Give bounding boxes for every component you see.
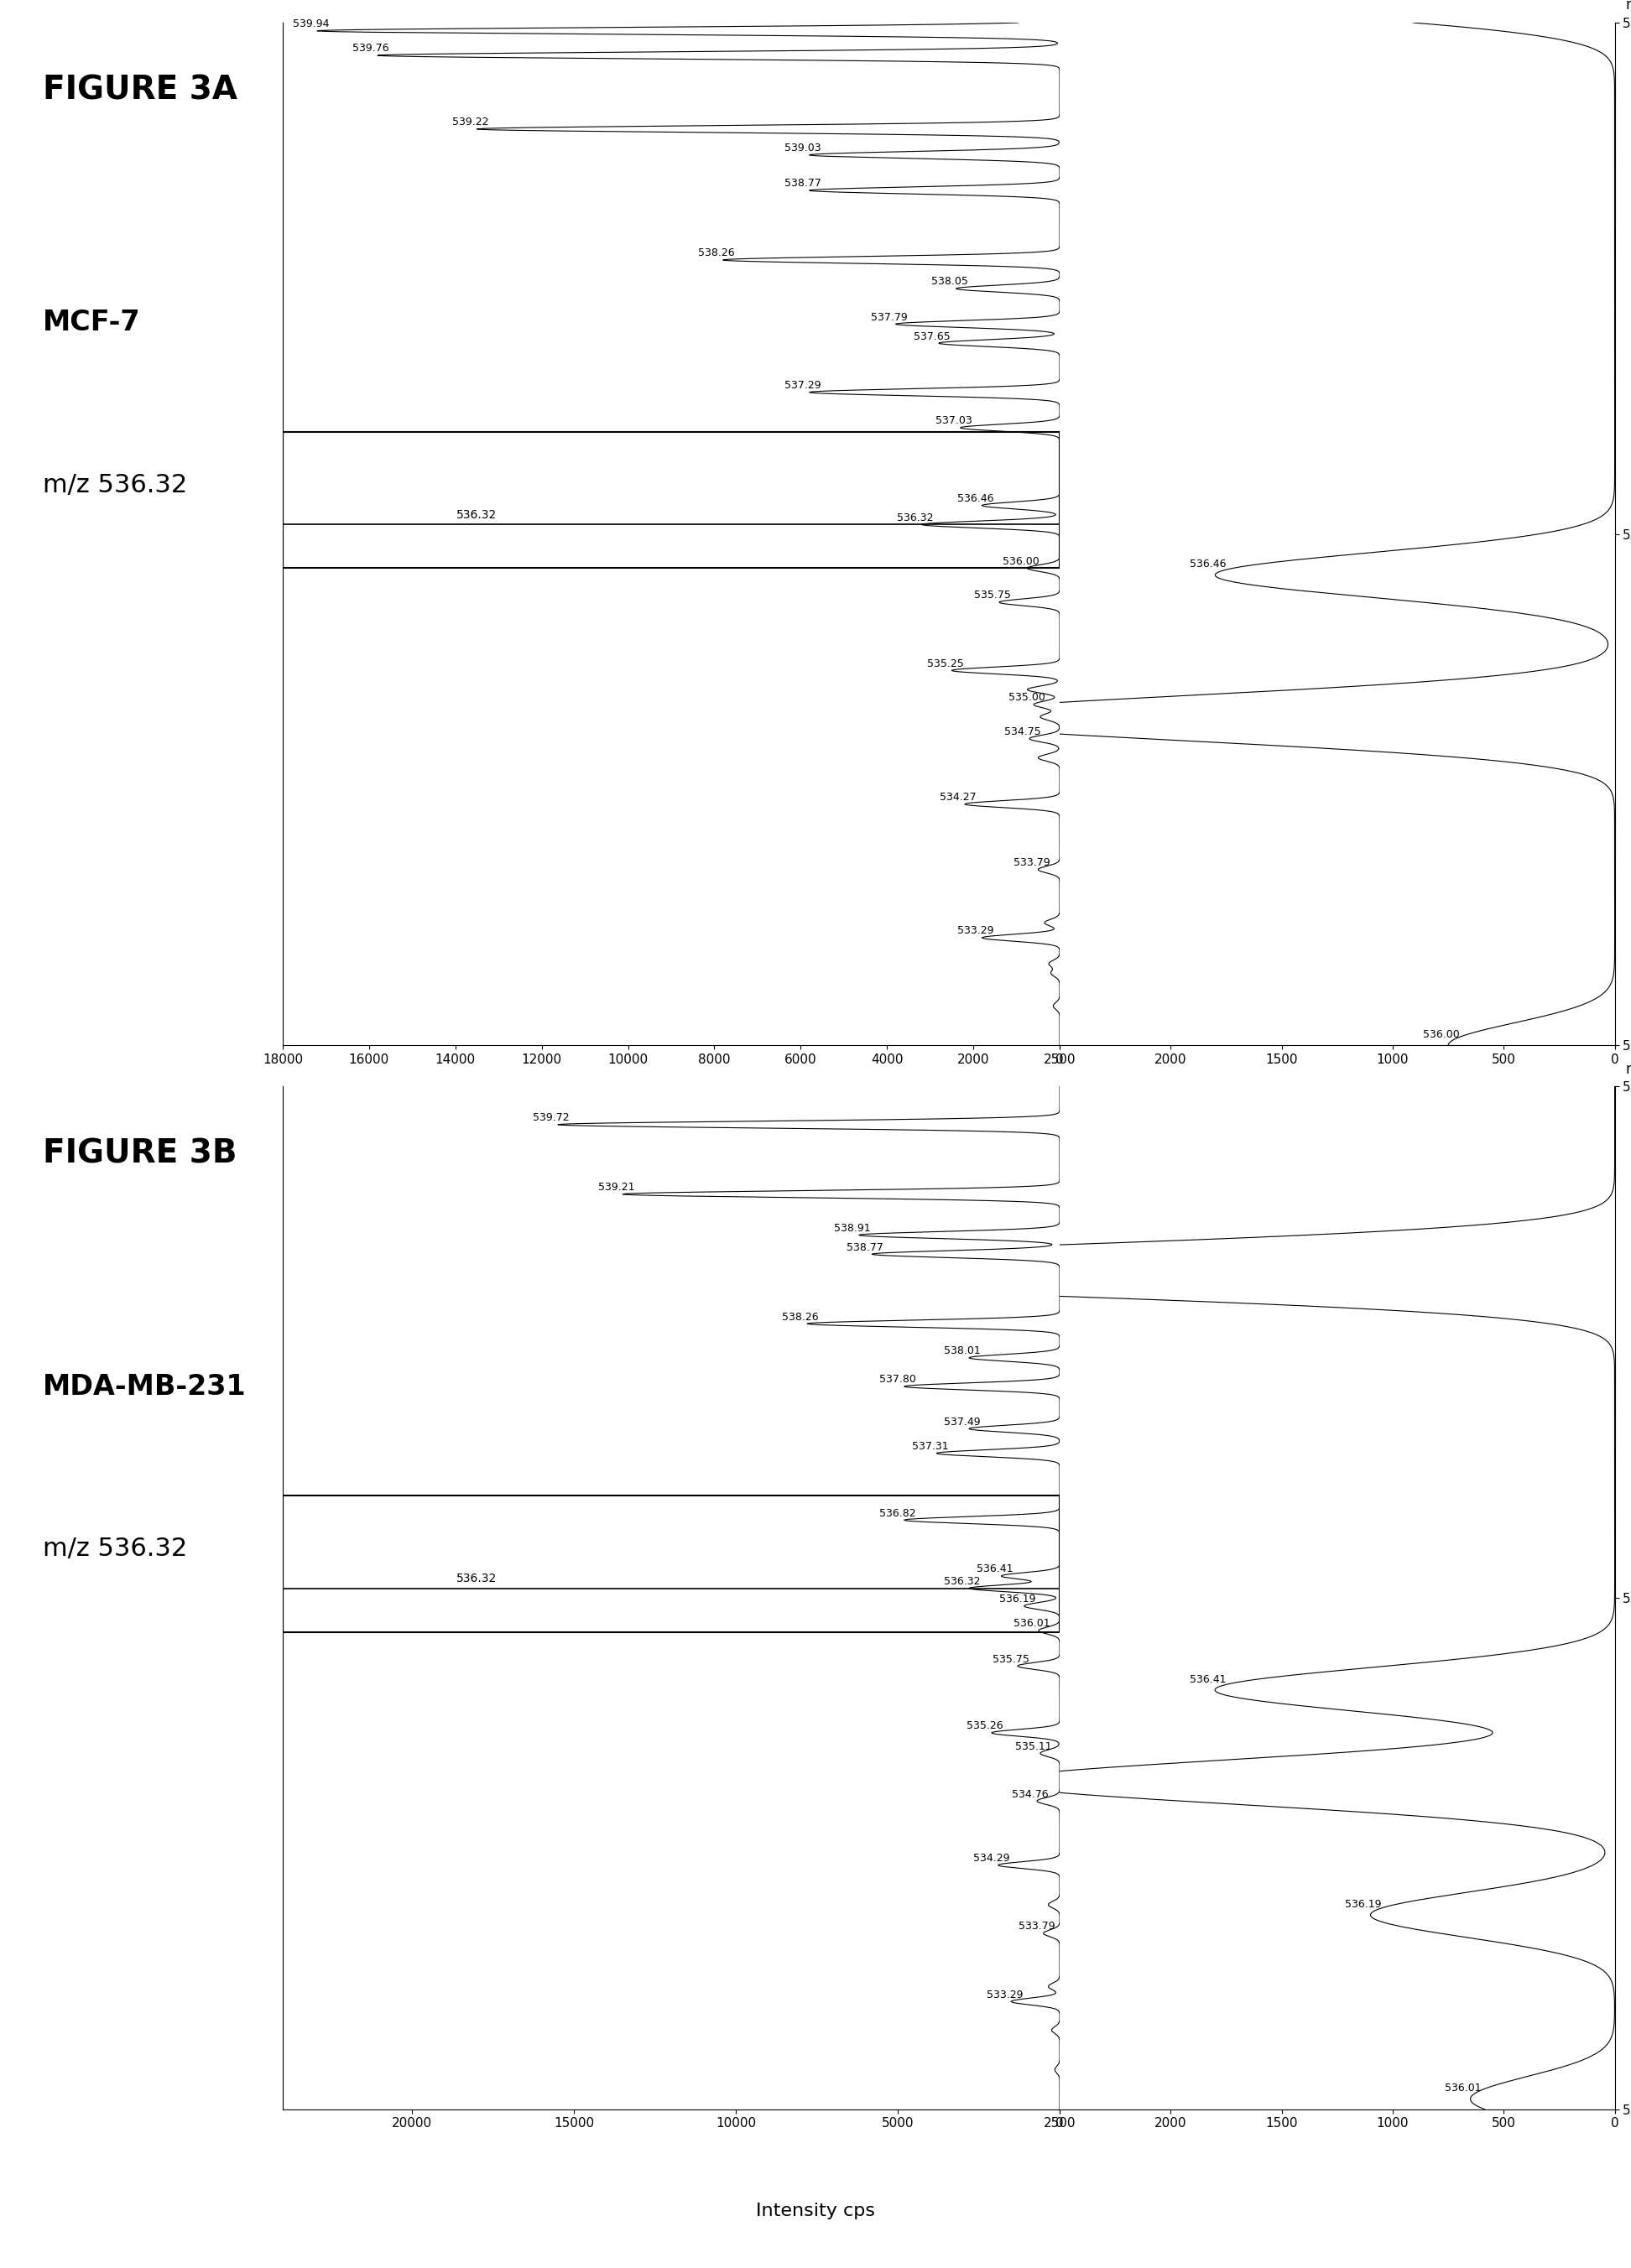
Text: 535.26: 535.26 [967,1721,1003,1730]
Text: 533.79: 533.79 [1019,1921,1055,1932]
Text: FIGURE 3A: FIGURE 3A [42,75,238,107]
Text: 537.80: 537.80 [879,1374,917,1386]
Text: 538.05: 538.05 [931,277,967,288]
Text: 538.26: 538.26 [698,247,734,259]
Text: 536.01: 536.01 [1014,1619,1050,1628]
Text: 536.32: 536.32 [457,508,497,519]
Text: 534.29: 534.29 [974,1853,1010,1864]
Text: 539.76: 539.76 [352,43,390,54]
Bar [282,1495,1060,1633]
Text: 533.79: 533.79 [1013,857,1050,869]
Text: 535.25: 535.25 [926,658,964,669]
Text: FIGURE 3B: FIGURE 3B [42,1139,236,1170]
Text: 536.19: 536.19 [1346,1898,1381,1910]
Text: Intensity cps: Intensity cps [755,2202,876,2220]
Text: 536.32: 536.32 [944,1576,980,1588]
Text: 533.29: 533.29 [957,925,993,937]
Text: 537.03: 537.03 [936,415,972,426]
Text: 536.01: 536.01 [1445,2082,1481,2093]
Text: 536.19: 536.19 [1000,1594,1036,1606]
Text: 538.26: 538.26 [783,1311,819,1322]
Text: MDA-MB-231: MDA-MB-231 [42,1372,246,1399]
Text: 536.32: 536.32 [457,1572,497,1583]
Text: 534.27: 534.27 [939,792,977,803]
Text: 536.82: 536.82 [879,1508,917,1520]
Text: 538.77: 538.77 [785,179,820,188]
Bar [282,431,1060,569]
Text: 537.31: 537.31 [912,1440,948,1452]
Text: m/z: m/z [1626,1061,1631,1077]
Text: m/z 536.32: m/z 536.32 [42,1535,188,1560]
Text: 539.22: 539.22 [452,116,489,127]
Text: 536.41: 536.41 [977,1563,1013,1574]
Text: 535.11: 535.11 [1016,1742,1052,1751]
Text: 535.75: 535.75 [993,1653,1029,1665]
Text: m/z 536.32: m/z 536.32 [42,472,188,497]
Text: 536.46: 536.46 [957,492,993,503]
Text: 539.03: 539.03 [785,143,820,154]
Text: 536.46: 536.46 [1189,558,1227,569]
Text: 533.29: 533.29 [987,1989,1023,2000]
Text: 538.91: 538.91 [833,1222,871,1234]
Text: 534.76: 534.76 [1013,1789,1049,1801]
Text: 539.21: 539.21 [599,1182,634,1193]
Text: 536.41: 536.41 [1189,1674,1227,1685]
Text: 536.32: 536.32 [897,513,933,524]
Text: 535.75: 535.75 [974,590,1011,601]
Text: 538.77: 538.77 [846,1243,884,1252]
Text: 537.29: 537.29 [785,381,820,390]
Text: m/z: m/z [1626,0,1631,11]
Text: 535.00: 535.00 [1008,692,1045,703]
Text: 536.00: 536.00 [1422,1030,1460,1041]
Text: 539.94: 539.94 [292,18,329,29]
Text: MCF-7: MCF-7 [42,308,140,336]
Text: 536.00: 536.00 [1003,556,1039,567]
Text: 537.49: 537.49 [944,1418,980,1427]
Text: 537.65: 537.65 [913,331,951,342]
Text: 538.01: 538.01 [944,1345,980,1356]
Text: 539.72: 539.72 [533,1111,569,1123]
Text: 534.75: 534.75 [1005,726,1041,737]
Text: 537.79: 537.79 [871,311,907,322]
